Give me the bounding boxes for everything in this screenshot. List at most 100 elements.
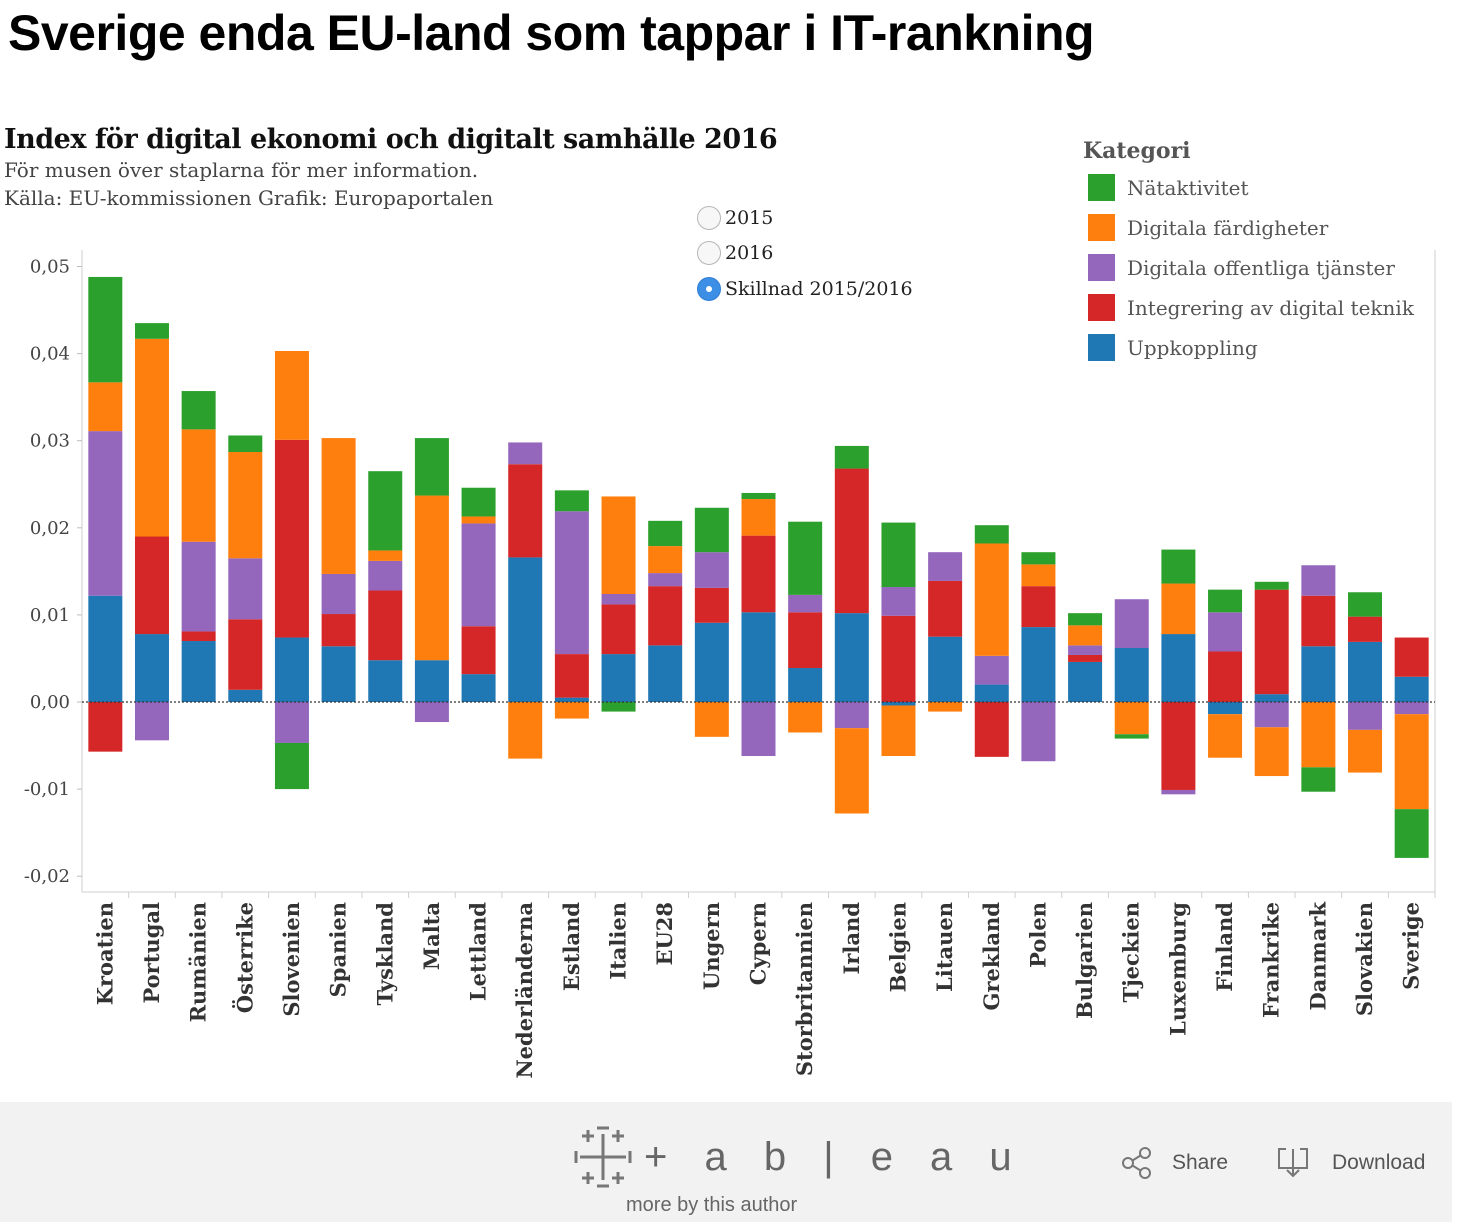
bar-segment[interactable] — [368, 550, 403, 561]
bar-segment[interactable] — [741, 612, 776, 702]
bar-segment[interactable] — [1348, 592, 1383, 617]
bar-segment[interactable] — [461, 626, 496, 675]
bar-segment[interactable] — [694, 552, 729, 588]
bar-segment[interactable] — [1021, 702, 1056, 762]
legend-item-digitala-fardigheter[interactable]: Digitala färdigheter — [1088, 214, 1328, 241]
bar-segment[interactable] — [88, 595, 123, 702]
bar-segment[interactable] — [1068, 645, 1103, 655]
bar-segment[interactable] — [974, 543, 1009, 656]
bar-segment[interactable] — [554, 697, 589, 702]
bar-segment[interactable] — [1301, 767, 1336, 792]
radio-button-icon[interactable] — [697, 206, 721, 230]
bar-segment[interactable] — [368, 471, 403, 551]
bar-segment[interactable] — [508, 702, 543, 759]
bar-segment[interactable] — [694, 702, 729, 737]
bar-segment[interactable] — [1114, 647, 1149, 702]
bar-segment[interactable] — [88, 276, 123, 383]
bar-segment[interactable] — [181, 641, 216, 702]
legend-item-natverksaktivitet[interactable]: Nätaktivitet — [1088, 174, 1249, 201]
bar-segment[interactable] — [881, 522, 916, 588]
bar-segment[interactable] — [1348, 616, 1383, 642]
bar-segment[interactable] — [788, 594, 823, 613]
bar-segment[interactable] — [601, 604, 636, 655]
bar-segment[interactable] — [648, 520, 683, 547]
radio-2016[interactable]: 2016 — [697, 241, 773, 265]
bar-segment[interactable] — [228, 435, 263, 453]
bar-segment[interactable] — [974, 525, 1009, 544]
bar-segment[interactable] — [601, 654, 636, 702]
bar-segment[interactable] — [228, 689, 263, 702]
bar-segment[interactable] — [368, 590, 403, 661]
radio-button-selected-icon[interactable] — [697, 277, 721, 301]
bar-segment[interactable] — [1394, 714, 1429, 810]
bar-segment[interactable] — [1021, 552, 1056, 565]
bar-segment[interactable] — [928, 580, 963, 637]
bar-segment[interactable] — [181, 429, 216, 542]
bar-segment[interactable] — [368, 560, 403, 591]
bar-segment[interactable] — [1254, 702, 1289, 728]
bar-segment[interactable] — [974, 655, 1009, 685]
more-by-author-link[interactable]: more by this author — [626, 1194, 798, 1216]
bar-segment[interactable] — [1301, 595, 1336, 647]
bar-segment[interactable] — [181, 391, 216, 430]
bar-segment[interactable] — [741, 492, 776, 500]
bar-segment[interactable] — [1021, 627, 1056, 702]
download-button[interactable]: Download — [1276, 1146, 1425, 1180]
bar-segment[interactable] — [1161, 789, 1196, 795]
bar-segment[interactable] — [741, 499, 776, 536]
bar-segment[interactable] — [461, 523, 496, 627]
bar-segment[interactable] — [554, 490, 589, 512]
bar-segment[interactable] — [788, 702, 823, 733]
bar-segment[interactable] — [741, 535, 776, 613]
bar-segment[interactable] — [1161, 549, 1196, 584]
bar-segment[interactable] — [461, 487, 496, 517]
bar-segment[interactable] — [1254, 694, 1289, 702]
bar-segment[interactable] — [1301, 565, 1336, 596]
bar-segment[interactable] — [648, 586, 683, 646]
bar-segment[interactable] — [788, 521, 823, 595]
bar-segment[interactable] — [601, 496, 636, 594]
legend-item-integrering[interactable]: Integrering av digital teknik — [1088, 294, 1414, 321]
bar-segment[interactable] — [601, 702, 636, 712]
bar-segment[interactable] — [181, 631, 216, 642]
bar-segment[interactable] — [134, 323, 169, 339]
bar-segment[interactable] — [834, 613, 869, 702]
bar-segment[interactable] — [508, 557, 543, 702]
bar-segment[interactable] — [274, 702, 309, 743]
bar-segment[interactable] — [648, 546, 683, 574]
bar-segment[interactable] — [648, 645, 683, 702]
bar-segment[interactable] — [1348, 702, 1383, 730]
bar-segment[interactable] — [1301, 646, 1336, 702]
bar-segment[interactable] — [601, 593, 636, 605]
bar-segment[interactable] — [834, 445, 869, 469]
bar-segment[interactable] — [1348, 641, 1383, 702]
bar-segment[interactable] — [274, 742, 309, 790]
bar-segment[interactable] — [881, 702, 916, 706]
radio-2015[interactable]: 2015 — [697, 206, 773, 230]
bar-segment[interactable] — [1394, 637, 1429, 677]
bar-segment[interactable] — [974, 702, 1009, 757]
bar-segment[interactable] — [181, 541, 216, 632]
bar-segment[interactable] — [1161, 634, 1196, 702]
bar-segment[interactable] — [321, 438, 356, 574]
bar-segment[interactable] — [1254, 727, 1289, 777]
bar-segment[interactable] — [321, 573, 356, 615]
bar-segment[interactable] — [228, 619, 263, 690]
bar-segment[interactable] — [134, 536, 169, 635]
bar-segment[interactable] — [1254, 589, 1289, 695]
tableau-logo[interactable]: + a b | e a u — [572, 1126, 1025, 1188]
bar-segment[interactable] — [414, 702, 449, 723]
bar-segment[interactable] — [368, 660, 403, 702]
bar-segment[interactable] — [228, 558, 263, 620]
bar-segment[interactable] — [1021, 586, 1056, 628]
radio-button-icon[interactable] — [697, 241, 721, 265]
share-button[interactable]: Share — [1120, 1146, 1228, 1180]
bar-segment[interactable] — [1348, 729, 1383, 773]
bar-segment[interactable] — [1208, 714, 1243, 758]
bar-segment[interactable] — [1208, 589, 1243, 613]
bar-segment[interactable] — [88, 702, 123, 752]
bar-segment[interactable] — [554, 511, 589, 655]
bar-segment[interactable] — [274, 350, 309, 440]
bar-segment[interactable] — [414, 495, 449, 661]
bar-segment[interactable] — [928, 636, 963, 702]
